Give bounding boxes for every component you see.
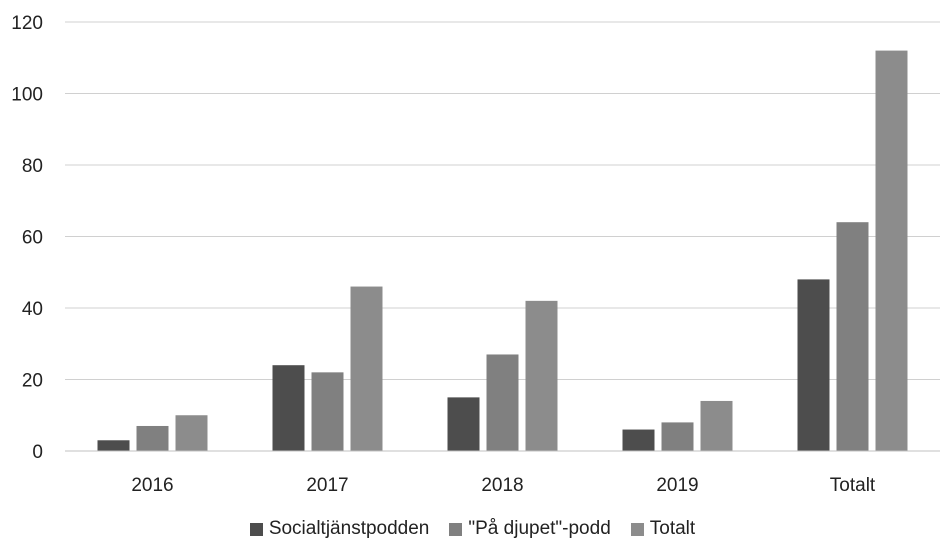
bars — [97, 50, 908, 451]
y-tick-label: 0 — [32, 442, 43, 463]
bar — [525, 300, 558, 451]
bar — [875, 50, 908, 451]
bar — [136, 425, 169, 451]
y-tick-label: 120 — [11, 13, 43, 34]
x-tick-label: 2017 — [306, 475, 348, 496]
gridlines — [65, 21, 940, 380]
bar — [311, 372, 344, 451]
y-tick-label: 80 — [22, 156, 43, 177]
x-tick-label: 2019 — [656, 475, 698, 496]
legend-swatch-series-1 — [249, 522, 263, 536]
legend-label-series-3: Totalt — [649, 518, 696, 539]
bar — [797, 279, 830, 451]
bar — [272, 365, 305, 451]
x-tick-label: Totalt — [830, 475, 876, 496]
bar — [700, 400, 733, 451]
legend-label-series-2: "På djupet"-podd — [468, 518, 611, 539]
x-tick-label: 2018 — [481, 475, 523, 496]
legend-swatch-series-2 — [449, 522, 463, 536]
bar — [350, 286, 383, 451]
x-tick-label: 2016 — [131, 475, 173, 496]
bar — [661, 422, 694, 451]
bar — [175, 415, 208, 451]
legend: Socialtjänstpodden "På djupet"-podd Tota… — [0, 518, 945, 540]
legend-swatch-series-3 — [630, 522, 644, 536]
bar — [622, 429, 655, 451]
legend-label-series-1: Socialtjänstpodden — [268, 518, 430, 539]
legend-item-series-3: Totalt — [630, 518, 696, 540]
y-tick-label: 60 — [22, 228, 43, 249]
legend-item-series-1: Socialtjänstpodden — [249, 518, 430, 540]
y-tick-label: 20 — [22, 371, 43, 392]
y-tick-label: 100 — [11, 85, 43, 106]
x-axis-tick-labels: 2016 2017 2018 2019 Totalt — [131, 475, 876, 496]
y-tick-label: 40 — [22, 299, 43, 320]
y-axis-tick-labels: 0 20 40 60 80 100 120 — [11, 13, 43, 463]
bar — [836, 222, 869, 451]
bar — [447, 397, 480, 451]
bar — [97, 440, 130, 451]
legend-item-series-2: "På djupet"-podd — [449, 518, 611, 540]
bar — [486, 354, 519, 451]
